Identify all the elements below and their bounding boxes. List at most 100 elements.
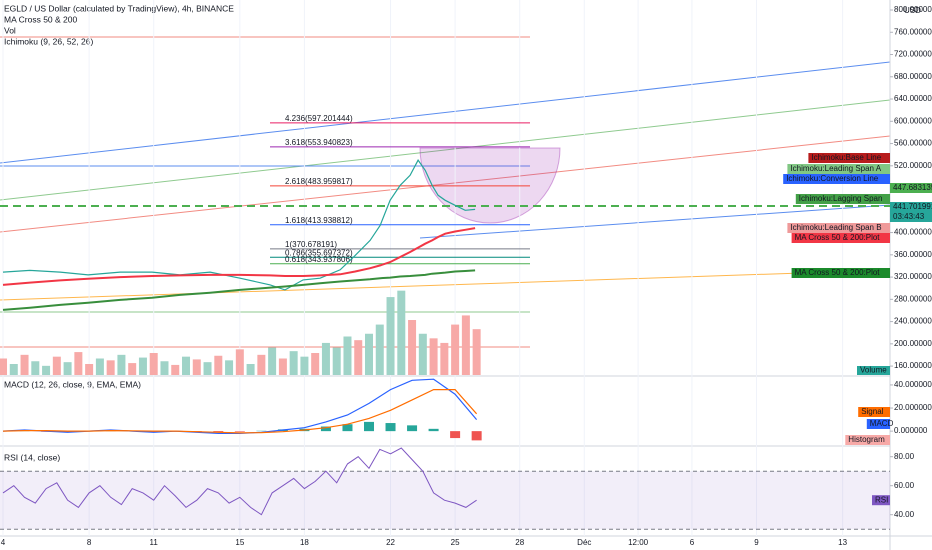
y-tick-label: 80.00 (894, 452, 915, 461)
price-tag-label: 447.683135 (893, 183, 932, 192)
volume-bar (106, 360, 115, 375)
series-tag-label: Ichimoku:Conversion Line (786, 174, 879, 183)
series-tag (872, 495, 890, 506)
series-tag-label: MA Cross 50 & 200:Plot (795, 268, 881, 277)
volume-bar (42, 365, 51, 375)
volume-bar (117, 354, 126, 375)
pane-title: RSI (14, close) (4, 452, 60, 462)
volume-bar (95, 358, 104, 375)
series-tag-label: Signal (861, 407, 883, 416)
y-tick-label: 600.000000 (894, 116, 932, 125)
y-tick-label: 680.000000 (894, 72, 932, 81)
fib-label: 0.618(343.937806) (285, 255, 353, 264)
volume-bar (149, 353, 158, 375)
volume-bar (160, 361, 169, 375)
price-line (2, 159, 476, 291)
volume-bar (235, 349, 244, 375)
series-tag (808, 153, 890, 163)
y-tick-label: 40.000000 (894, 380, 932, 389)
x-tick-label: 13 (838, 538, 847, 547)
volume-bar (203, 362, 212, 375)
series-tag (791, 233, 890, 243)
series-tag-label: Histogram (848, 435, 885, 444)
volume-bar (278, 358, 287, 375)
y-tick-label: 20.000000 (894, 403, 932, 412)
y-tick-label: 560.000000 (894, 139, 932, 148)
y-tick-label: 240.000000 (894, 317, 932, 326)
y-tick-label: 520.000000 (894, 161, 932, 170)
y-tick-label: 400.000000 (894, 228, 932, 237)
indicator-label: Ichimoku (9, 26, 52, 26) (4, 36, 93, 46)
volume-bar (214, 355, 223, 375)
series-tag-label: RSI (875, 495, 888, 504)
series-tag-label: Volume (860, 366, 887, 375)
y-tick-label: 60.00 (894, 481, 915, 490)
volume-bar (440, 342, 449, 375)
series-tag (857, 366, 890, 375)
fib-label: 1(370.678191) (285, 240, 337, 249)
x-tick-label: Déc (577, 538, 591, 547)
y-tick-label: 280.000000 (894, 294, 932, 303)
volume-bar (354, 340, 363, 375)
volume-bar (0, 358, 8, 375)
volume-bar (85, 364, 94, 375)
volume-bar (268, 347, 277, 375)
series-tag (866, 419, 890, 429)
volume-bar (386, 297, 395, 375)
series-tag (787, 164, 890, 174)
chart-title: EGLD / US Dollar (calculated by TradingV… (4, 3, 234, 13)
series-tag-label: Ichimoku:Lagging Span (799, 194, 883, 203)
trend-line (0, 99, 891, 201)
trend-line (0, 269, 891, 301)
x-tick-label: 28 (515, 538, 524, 547)
histogram-bar (234, 431, 245, 432)
y-tick-label: 360.000000 (894, 250, 932, 259)
trend-line (0, 135, 891, 233)
histogram-bar (428, 428, 439, 432)
fib-label: 2.618(483.959817) (285, 177, 353, 186)
price-tag (890, 183, 932, 193)
volume-bar (472, 329, 481, 375)
volume-bar (311, 353, 320, 375)
fib-label: 3.618(553.940823) (285, 138, 353, 147)
volume-bar (429, 338, 438, 375)
fib-label: 1.618(413.938812) (285, 216, 353, 225)
histogram-bar (364, 421, 375, 432)
x-tick-label: 4 (1, 538, 6, 547)
series-tag (787, 223, 890, 233)
indicator-label: MA Cross 50 & 200 (4, 14, 78, 24)
volume-bar (246, 364, 255, 375)
y-tick-label: 160.000000 (894, 361, 932, 370)
series-tag (783, 174, 890, 184)
series-tag (795, 194, 890, 204)
volume-bar (52, 356, 61, 375)
price-line (2, 269, 476, 311)
series-tag (845, 435, 890, 445)
y-tick-label: 720.000000 (894, 50, 932, 59)
price-line (2, 227, 476, 286)
histogram-bar (450, 431, 461, 439)
x-tick-label: 8 (87, 538, 92, 547)
indicator-line (2, 389, 478, 434)
y-tick-label: 760.000000 (894, 27, 932, 36)
volume-bar (461, 315, 470, 375)
trend-line (419, 204, 891, 239)
series-tag-label: MA Cross 50 & 200:Plot (795, 233, 881, 242)
y-tick-label: 640.000000 (894, 94, 932, 103)
y-tick-label: 40.00 (894, 510, 915, 519)
volume-bar (321, 342, 330, 375)
histogram-bar (385, 423, 396, 432)
indicator-label: Vol (4, 25, 16, 35)
volume-bar (225, 360, 234, 375)
x-tick-label: 12:00 (628, 538, 649, 547)
volume-bar (138, 357, 147, 375)
volume-bar (451, 324, 460, 375)
fib-label: 4.236(597.201444) (285, 114, 353, 123)
x-tick-label: 9 (754, 538, 759, 547)
volume-bar (289, 351, 298, 375)
trend-line (0, 61, 891, 164)
volume-bar (128, 363, 137, 375)
y-tick-label: 0.000000 (894, 426, 928, 435)
histogram-bar (407, 425, 418, 432)
